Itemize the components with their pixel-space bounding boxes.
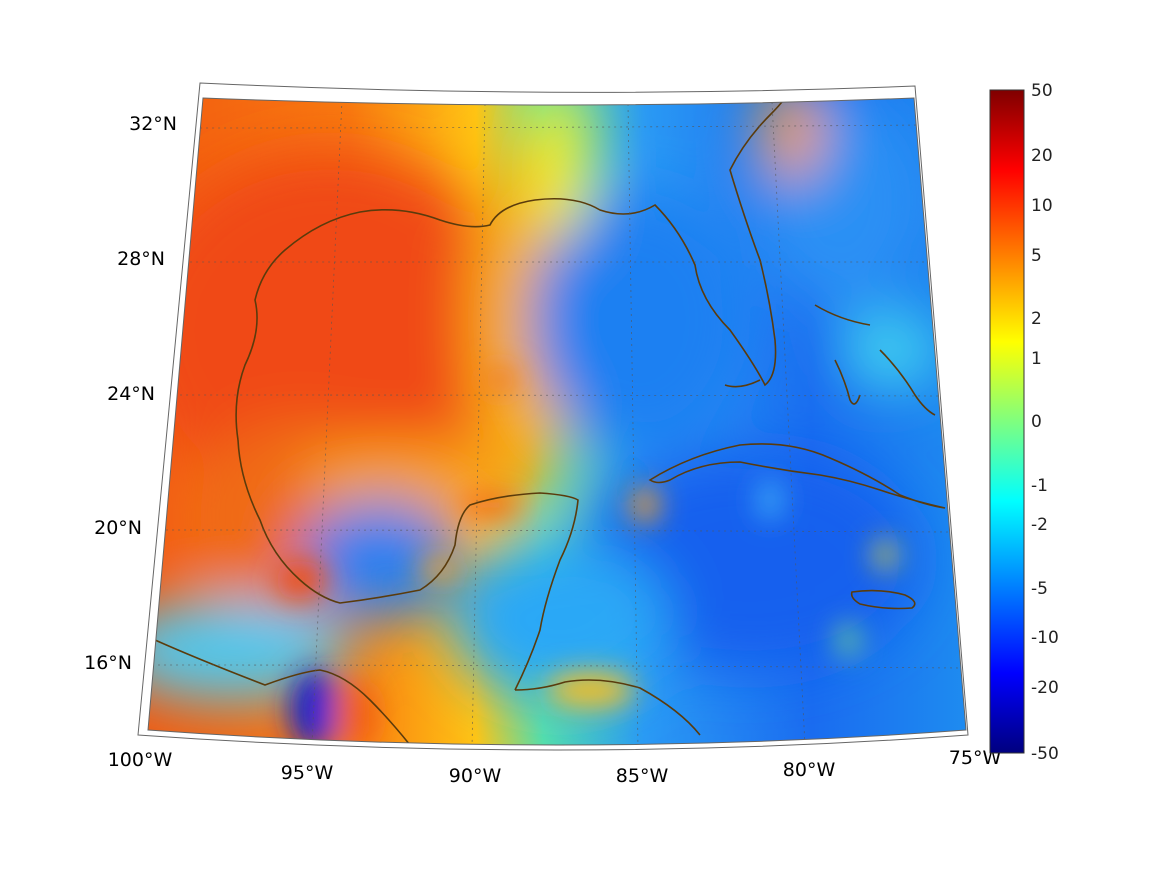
lat-label-24n: 24°N [107, 383, 155, 405]
jamaica [850, 589, 916, 610]
colorbar-tick-label: -50 [1031, 744, 1059, 764]
colorbar [989, 89, 1025, 754]
map-inner-frame [147, 97, 967, 746]
field-layer [148, 98, 966, 745]
parallel [159, 529, 951, 533]
colorbar-tick-label: 1 [1031, 349, 1042, 369]
colorbar-tick-label: -5 [1031, 579, 1048, 599]
colorbar-tick-label: -20 [1031, 678, 1059, 698]
lon-label-100w: 100°W [108, 749, 173, 771]
lat-label-28n: 28°N [117, 248, 165, 270]
lon-label-80w: 80°W [783, 759, 836, 781]
lat-label-20n: 20°N [94, 517, 142, 539]
colorbar-tick-label: 5 [1031, 246, 1042, 266]
graticule [151, 99, 963, 745]
gulf-coast-us [235, 98, 786, 441]
lat-tick-labels: 32°N 28°N 24°N 20°N 16°N [84, 113, 177, 674]
lon-tick-labels: 100°W 95°W 90°W 85°W 80°W 75°W [108, 747, 1002, 787]
lon-label-95w: 95°W [281, 762, 334, 784]
map-frame [137, 82, 969, 751]
colorbar-tick-label: 20 [1031, 146, 1053, 166]
colorbar-tick-label: 10 [1031, 196, 1053, 216]
lon-label-90w: 90°W [449, 765, 502, 787]
lon-label-85w: 85°W [616, 765, 669, 787]
lat-label-16n: 16°N [84, 652, 132, 674]
lon-label-75w: 75°W [949, 747, 1002, 769]
colorbar-tick-label: -2 [1031, 515, 1048, 535]
mexico-coast [237, 439, 579, 691]
parallel [187, 124, 923, 129]
central-america-coast [154, 639, 411, 745]
florida-keys [724, 379, 761, 388]
colorbar-tick-label: -1 [1031, 476, 1048, 496]
bahamas [814, 304, 936, 416]
lat-label-32n: 32°N [129, 113, 177, 135]
colorbar-tick-label: -10 [1031, 628, 1059, 648]
colorbar-tick-label: 2 [1031, 309, 1042, 329]
honduras-coast [514, 679, 701, 736]
cuba [648, 443, 946, 509]
colorbar-tick-label: 0 [1031, 412, 1042, 432]
colorbar-tick-label: 50 [1031, 81, 1053, 101]
coastline-layer [154, 98, 946, 745]
